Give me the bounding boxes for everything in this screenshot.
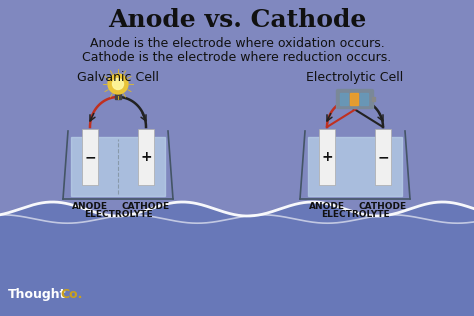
Bar: [319, 129, 335, 185]
Bar: [372, 97, 375, 101]
Bar: [360, 93, 368, 105]
Text: −: −: [377, 150, 389, 164]
Text: CATHODE: CATHODE: [359, 202, 407, 211]
Text: Anode vs. Cathode: Anode vs. Cathode: [108, 8, 366, 32]
FancyBboxPatch shape: [337, 89, 374, 108]
Text: −: −: [84, 150, 96, 164]
Text: ANODE: ANODE: [72, 202, 108, 211]
Circle shape: [108, 74, 128, 94]
Bar: [308, 137, 402, 196]
Bar: [71, 137, 165, 196]
Text: ELECTROLYTE: ELECTROLYTE: [84, 210, 152, 219]
Bar: [138, 129, 154, 185]
Text: Thought: Thought: [8, 288, 66, 301]
Text: +: +: [321, 150, 333, 164]
Text: ELECTROLYTE: ELECTROLYTE: [321, 210, 389, 219]
Text: Co.: Co.: [60, 288, 82, 301]
Text: Galvanic Cell: Galvanic Cell: [77, 71, 159, 84]
Circle shape: [112, 78, 124, 89]
Bar: [0, 0, 474, 209]
Bar: [82, 129, 98, 185]
Text: ANODE: ANODE: [309, 202, 345, 211]
Text: CATHODE: CATHODE: [122, 202, 170, 211]
Bar: [375, 129, 391, 185]
Text: Cathode is the electrode where reduction occurs.: Cathode is the electrode where reduction…: [82, 51, 392, 64]
Bar: [115, 94, 121, 99]
Bar: [0, 209, 474, 316]
Bar: [350, 93, 358, 105]
Text: +: +: [140, 150, 152, 164]
Text: Anode is the electrode where oxidation occurs.: Anode is the electrode where oxidation o…: [90, 37, 384, 50]
Text: Electrolytic Cell: Electrolytic Cell: [306, 71, 404, 84]
Bar: [340, 93, 348, 105]
